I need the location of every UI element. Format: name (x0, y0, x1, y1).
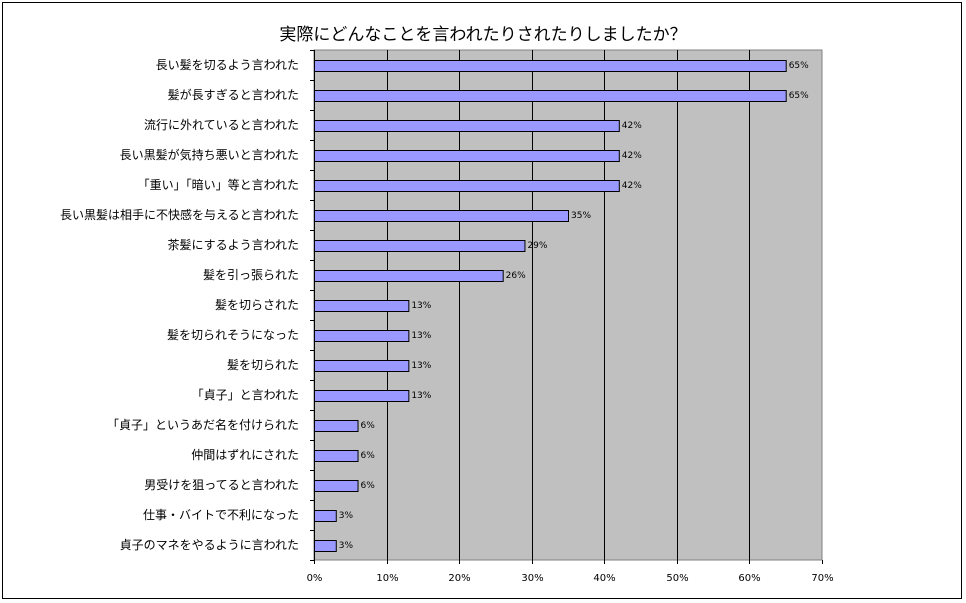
category-label: 貞子のマネをやるように言われた (120, 538, 299, 552)
bars (314, 60, 787, 552)
bar (314, 360, 410, 372)
category-label: 長い黒髪は相手に不快感を与えると言われた (60, 207, 299, 222)
x-tick-label: 20% (448, 573, 470, 584)
bar (314, 240, 526, 252)
data-label: 29% (527, 241, 547, 251)
data-label: 35% (571, 211, 591, 221)
bar (314, 330, 410, 342)
category-label: 髪を切られそうになった (167, 328, 299, 342)
category-label: 仕事・バイトで不利になった (143, 508, 299, 522)
data-label: 3% (339, 541, 354, 551)
bar (314, 420, 359, 432)
category-label: 茶髪にするよう言われた (167, 237, 299, 252)
data-label: 6% (361, 481, 376, 491)
category-label: 「貞子」と言われた (192, 388, 299, 402)
category-label: 髪を引っ張られた (203, 268, 299, 282)
bar (314, 450, 359, 462)
category-label: 「貞子」というあだ名を付けられた (107, 417, 299, 432)
x-tick-label: 50% (666, 573, 688, 584)
category-label: 「重い」「暗い」等と言われた (138, 177, 299, 192)
bar (314, 390, 410, 402)
category-labels: 長い髪を切るよう言われた髪が長すぎると言われた流行に外れていると言われた長い黒髪… (60, 58, 299, 552)
chart-title: 実際にどんなことを言われたりされたりしましたか？ (279, 25, 687, 45)
data-label: 13% (411, 331, 431, 341)
bar (314, 210, 569, 222)
category-label: 男受けを狙ってると言われた (144, 478, 299, 492)
category-label: 仲間はずれにされた (191, 448, 299, 462)
category-label: 長い黒髪が気持ち悪いと言われた (120, 147, 299, 162)
bar (314, 540, 337, 552)
x-tick-label: 0% (307, 573, 323, 584)
bar (314, 300, 410, 312)
data-label: 65% (789, 91, 809, 101)
data-label: 42% (622, 121, 642, 131)
x-tick-label: 60% (738, 573, 760, 584)
data-label: 13% (411, 391, 431, 401)
x-tick-label: 70% (811, 573, 833, 584)
data-labels: 65% 65% 42% 42% 42% 35% 29% 26% 13% 13% 13% 13% 6% 6%… (339, 61, 809, 551)
data-label: 13% (411, 361, 431, 371)
data-label: 6% (361, 421, 376, 431)
x-tick-label: 40% (593, 573, 615, 584)
category-label: 長い髪を切るよう言われた (156, 58, 299, 72)
bar (314, 120, 620, 132)
category-label: 髪が長すぎると言われた (168, 87, 299, 102)
data-label: 26% (506, 271, 526, 281)
category-label: 髪を切らされた (215, 298, 299, 312)
bar (314, 60, 787, 72)
data-label: 6% (361, 451, 376, 461)
bar (314, 150, 620, 162)
bar (314, 510, 337, 522)
data-label: 42% (622, 181, 642, 191)
x-tick-label: 30% (521, 573, 543, 584)
x-tick-labels: 0% 10% 20% 30% 40% 50% 60% 70% (307, 573, 834, 584)
gridlines (310, 50, 823, 564)
x-tick-label: 10% (376, 573, 398, 584)
bar (314, 270, 504, 282)
bar (314, 480, 359, 492)
category-label: 髪を切られた (227, 358, 299, 372)
category-label: 流行に外れていると言われた (144, 118, 299, 132)
data-label: 13% (411, 301, 431, 311)
data-label: 65% (789, 61, 809, 71)
bar (314, 90, 787, 102)
data-label: 3% (339, 511, 354, 521)
bar (314, 180, 620, 192)
data-label: 42% (622, 151, 642, 161)
